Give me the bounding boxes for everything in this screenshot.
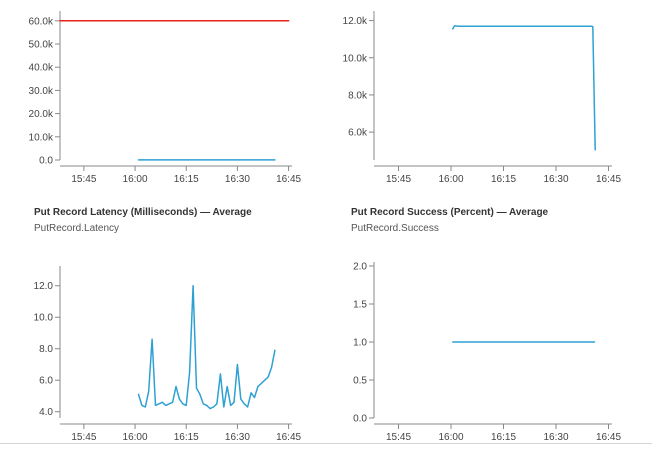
- x-tick-label: 15:45: [386, 174, 411, 185]
- y-tick-label: 10.0k: [343, 53, 368, 64]
- y-tick-label: 0.5: [353, 376, 367, 387]
- y-tick-label: 0.0: [39, 156, 53, 167]
- x-tick-label: 16:45: [276, 174, 301, 185]
- y-tick-label: 0.0: [353, 414, 367, 425]
- x-tick-label: 16:15: [491, 174, 516, 185]
- x-tick-label: 15:45: [386, 432, 411, 443]
- x-tick-label: 16:00: [123, 432, 148, 443]
- y-tick-label: 6.0k: [348, 128, 368, 139]
- x-tick-label: 16:30: [225, 174, 250, 185]
- series-line: [137, 284, 276, 410]
- series-line: [452, 25, 596, 151]
- put-record-latency-chart: 4.0 6.0 8.0 10.0 12.0 15:45 16:00 16:15 16:30 16:…: [34, 266, 302, 443]
- puts-bytes-chart: 6.0k 8.0k 10.0k 12.0k 15:45 16:00 16:15 16:30 16…: [343, 11, 621, 185]
- y-tick-label: 12.0k: [343, 16, 368, 27]
- y-tick-label: 50.0k: [29, 40, 54, 51]
- x-tick-label: 15:45: [71, 174, 96, 185]
- y-tick-label: 6.0: [39, 376, 53, 387]
- x-tick-label: 15:45: [71, 432, 96, 443]
- x-tick-label: 16:15: [174, 174, 199, 185]
- success-chart-subtitle: PutRecord.Success: [351, 223, 439, 234]
- y-tick-label: 12.0: [34, 281, 54, 292]
- y-tick-label: 4.0: [39, 407, 53, 418]
- x-tick-label: 16:00: [123, 174, 148, 185]
- y-tick-label: 10.0k: [29, 132, 54, 143]
- y-tick-label: 1.0: [353, 338, 367, 349]
- x-tick-label: 16:45: [596, 174, 621, 185]
- latency-chart-subtitle: PutRecord.Latency: [34, 223, 120, 234]
- y-tick-label: 8.0k: [348, 90, 368, 101]
- y-tick-label: 8.0: [39, 344, 53, 355]
- success-chart-title: Put Record Success (Percent) — Average: [351, 207, 549, 218]
- x-tick-label: 16:30: [543, 174, 568, 185]
- x-tick-label: 16:00: [438, 432, 463, 443]
- put-record-success-chart: 0.0 0.5 1.0 1.5 2.0 15:45 16:00 16:15 16:30 16:45: [353, 262, 621, 444]
- x-tick-label: 16:45: [596, 432, 621, 443]
- y-tick-label: 2.0: [353, 262, 367, 273]
- x-tick-label: 16:15: [491, 432, 516, 443]
- y-tick-label: 1.5: [353, 300, 367, 311]
- x-tick-label: 16:15: [174, 432, 199, 443]
- x-tick-label: 16:45: [276, 432, 301, 443]
- x-tick-label: 16:00: [438, 174, 463, 185]
- y-tick-label: 60.0k: [29, 16, 54, 27]
- y-tick-label: 20.0k: [29, 109, 54, 120]
- bottom-divider: [0, 443, 652, 444]
- y-tick-label: 30.0k: [29, 86, 54, 97]
- y-tick-label: 10.0: [34, 313, 54, 324]
- x-tick-label: 16:30: [225, 432, 250, 443]
- latency-chart-title: Put Record Latency (Milliseconds) — Aver…: [34, 207, 252, 218]
- puts-count-chart: 0.0 10.0k 20.0k 30.0k 40.0k 50.0k 60.0k 15:45 16…: [29, 11, 302, 185]
- y-tick-label: 40.0k: [29, 63, 54, 74]
- x-tick-label: 16:30: [543, 432, 568, 443]
